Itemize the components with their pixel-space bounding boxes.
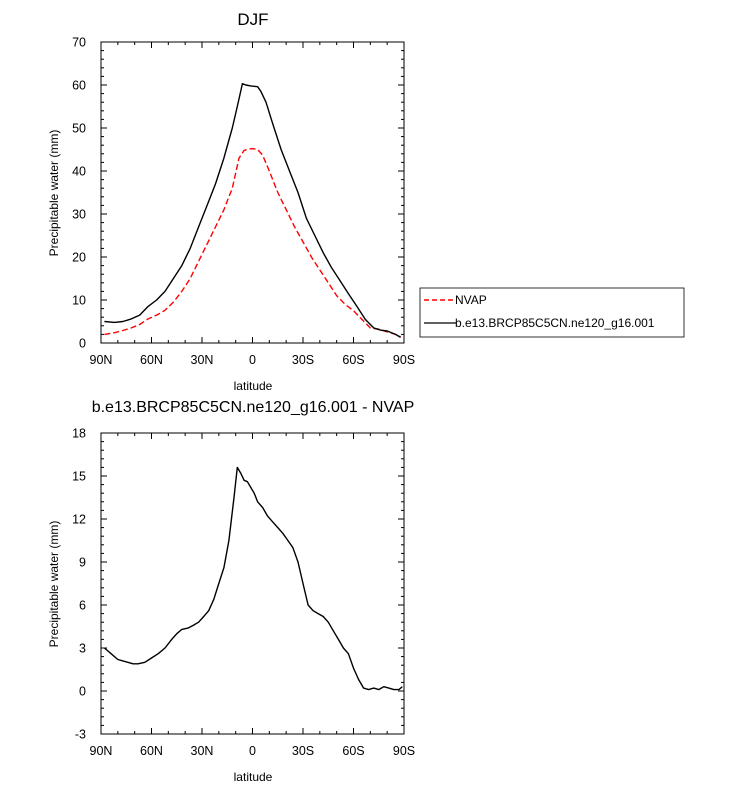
- series-group: [104, 82, 401, 339]
- plot-frame: [100, 432, 405, 735]
- legend: NVAP b.e13.BRCP85C5CN.ne120_g16.001: [419, 287, 685, 338]
- y-tick-label: 9: [79, 556, 86, 570]
- x-axis-label: latitude: [234, 770, 273, 784]
- x-tick-label: 30N: [191, 744, 214, 758]
- y-tick-label: 50: [72, 122, 86, 136]
- x-tick-label: 0: [249, 353, 256, 367]
- x-tick-label: 30N: [191, 353, 214, 367]
- legend-label-nvap: NVAP: [455, 293, 487, 307]
- y-tick-label: 60: [72, 79, 86, 93]
- x-axis-label: latitude: [234, 379, 273, 393]
- legend-label-model: b.e13.BRCP85C5CN.ne120_g16.001: [455, 316, 655, 330]
- y-axis-label: Precipitable water (mm): [47, 130, 61, 257]
- series-line-0: [103, 466, 403, 691]
- x-tick-label: 90N: [90, 744, 113, 758]
- series-line-1: [104, 82, 401, 339]
- x-tick-label: 90S: [393, 744, 415, 758]
- y-tick-label: 3: [79, 642, 86, 656]
- y-tick-label: 0: [79, 685, 86, 699]
- x-tick-label: 0: [249, 744, 256, 758]
- plot-frame: [100, 41, 405, 344]
- legend-box: [419, 287, 685, 338]
- chart-djf: DJF Precipitable water (mm) latitude 90N…: [47, 10, 415, 393]
- y-tick-label: 30: [72, 208, 86, 222]
- y-tick-label: 0: [79, 337, 86, 351]
- series-group: [103, 466, 403, 691]
- x-tick-label: 30S: [292, 353, 314, 367]
- y-tick-label: 15: [72, 470, 86, 484]
- y-tick-label: 6: [79, 599, 86, 613]
- x-tick-label: 90N: [90, 353, 113, 367]
- y-tick-label: 20: [72, 251, 86, 265]
- y-tick-label: 70: [72, 36, 86, 50]
- x-tick-label: 60S: [342, 353, 364, 367]
- tick-group: 90N 60N 30N 0 30S 60S 90S -3 0 3 6 9 12 15 18: [72, 427, 415, 759]
- series-line-0: [104, 147, 401, 338]
- x-tick-label: 90S: [393, 353, 415, 367]
- chart-difference: b.e13.BRCP85C5CN.ne120_g16.001 - NVAP Pr…: [47, 399, 415, 784]
- y-tick-label: 12: [72, 513, 86, 527]
- y-axis-label: Precipitable water (mm): [47, 521, 61, 648]
- chart-title: b.e13.BRCP85C5CN.ne120_g16.001 - NVAP: [92, 399, 415, 416]
- chart-title: DJF: [237, 10, 268, 29]
- x-tick-label: 60N: [140, 744, 163, 758]
- y-tick-label: -3: [75, 728, 86, 742]
- x-tick-label: 30S: [292, 744, 314, 758]
- y-tick-label: 40: [72, 165, 86, 179]
- y-tick-label: 10: [72, 294, 86, 308]
- x-tick-label: 60N: [140, 353, 163, 367]
- y-tick-label: 18: [72, 427, 86, 441]
- x-tick-label: 60S: [342, 744, 364, 758]
